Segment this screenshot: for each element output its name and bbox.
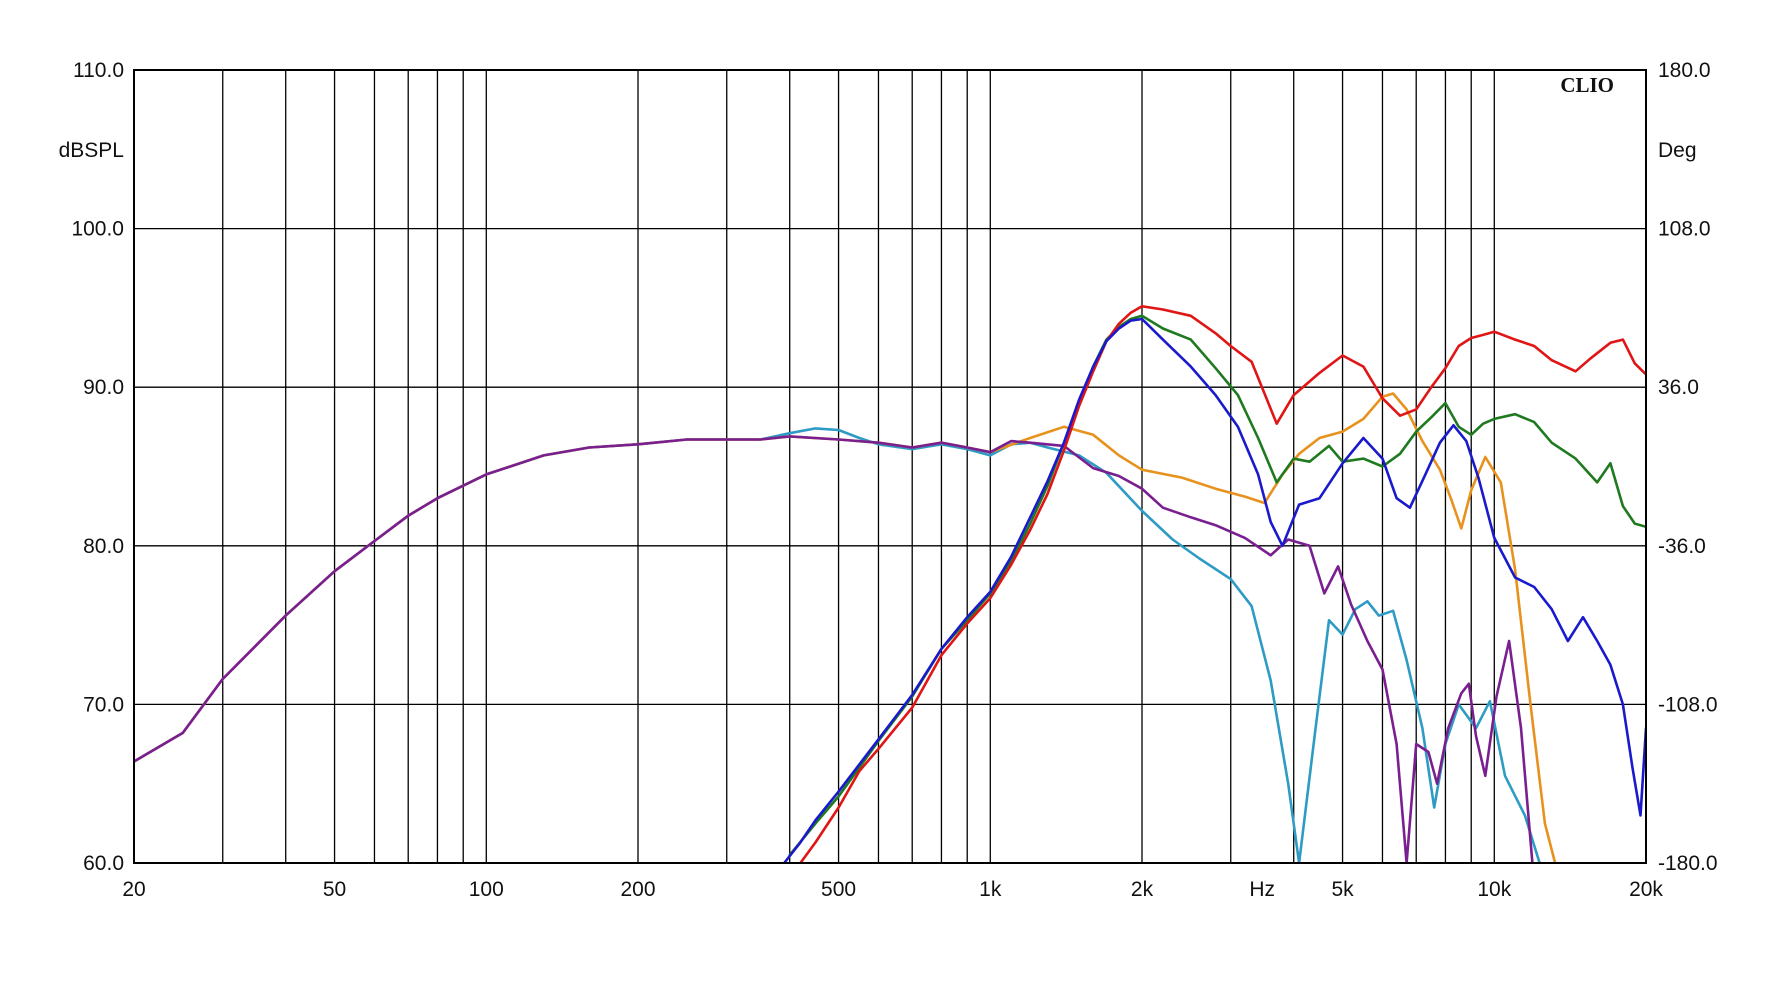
y2-axis-unit-label: Deg	[1658, 139, 1697, 162]
x-tick-label: 500	[821, 878, 856, 901]
x-tick-label: 100	[469, 878, 504, 901]
x-tick-label: 200	[620, 878, 655, 901]
x-tick-label: 1k	[979, 878, 1002, 901]
y2-tick-label: 180.0	[1658, 59, 1711, 82]
y-tick-label: 80.0	[83, 535, 124, 558]
grid	[133, 69, 1647, 864]
x-tick-label: 50	[323, 878, 346, 901]
y2-tick-label: -180.0	[1658, 852, 1718, 875]
x-tick-label: 10k	[1477, 878, 1511, 901]
plot-frame	[133, 69, 1647, 864]
y2-tick-label: -108.0	[1658, 693, 1718, 716]
series-line-4	[788, 314, 1646, 857]
y-tick-label: 110.0	[73, 59, 124, 82]
x-tick-label: 5k	[1331, 878, 1354, 901]
y-tick-label: 100.0	[71, 218, 124, 241]
x-axis-unit-label: Hz	[1249, 878, 1275, 901]
y-tick-label: 60.0	[83, 852, 124, 875]
y2-tick-label: -36.0	[1658, 535, 1706, 558]
series-line-6	[782, 317, 1646, 863]
series-line-3	[134, 435, 1534, 863]
y2-tick-label: 36.0	[1658, 376, 1699, 399]
x-tick-label: 20k	[1629, 878, 1663, 901]
series-group	[134, 305, 1646, 863]
y-axis-unit-label: dBSPL	[59, 139, 124, 162]
y-tick-label: 70.0	[83, 693, 124, 716]
series-line-5	[799, 305, 1646, 863]
axis-labels: 110.0 100.0 90.0 80.0 70.0 60.0 180.0 108.0 36.0…	[71, 59, 1717, 901]
x-tick-label: 2k	[1131, 878, 1154, 901]
brand-logo-text: CLIO	[1560, 73, 1614, 97]
y2-tick-label: 108.0	[1658, 218, 1711, 241]
y-tick-label: 90.0	[83, 376, 124, 399]
x-tick-label: 20	[122, 878, 145, 901]
